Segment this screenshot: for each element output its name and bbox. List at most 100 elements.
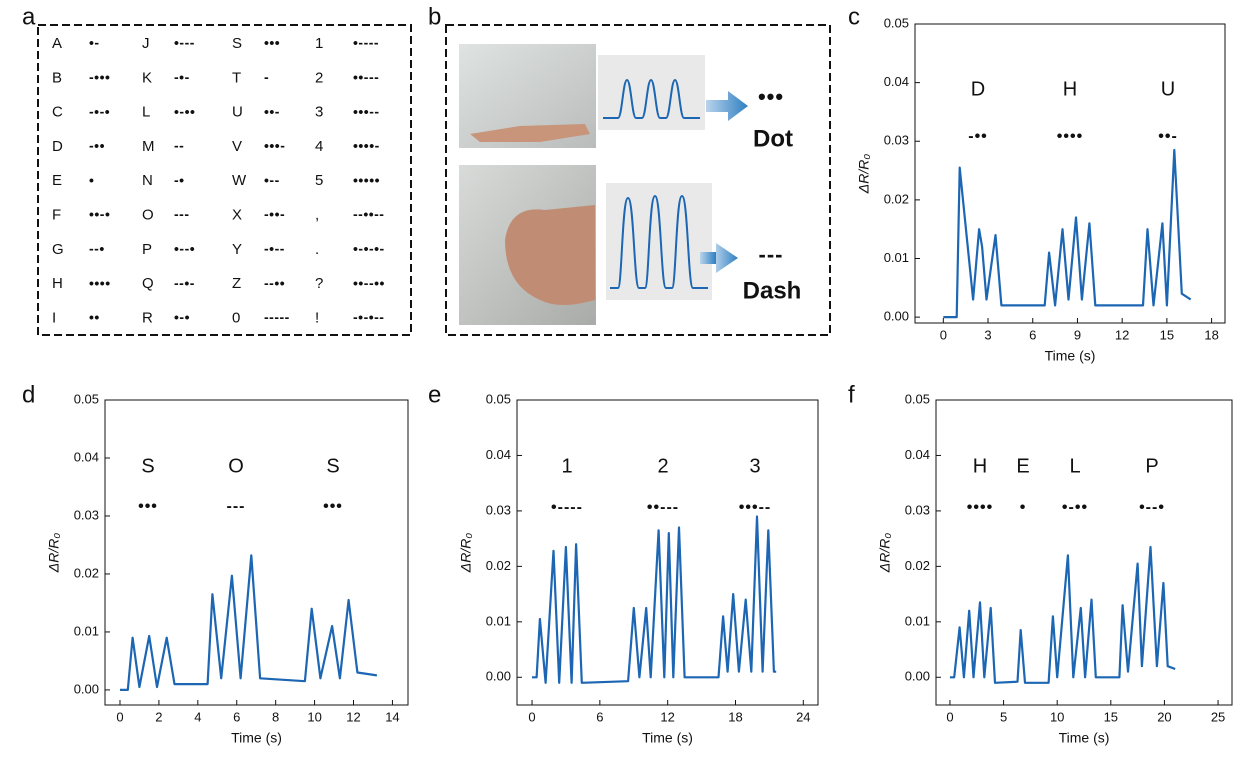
table-char: C: [52, 104, 63, 121]
annotation-code: •-••: [1062, 499, 1088, 516]
table-code: -: [264, 69, 269, 85]
annotation-code: ••••: [1057, 128, 1083, 145]
table-char: P: [142, 241, 152, 258]
x-tick-label: 12: [1115, 327, 1129, 342]
table-code: -•-•--: [353, 309, 384, 325]
table-code: •••--: [353, 103, 380, 119]
table-code: ••-•: [89, 206, 110, 222]
x-axis-label: Time (s): [231, 730, 282, 746]
x-tick-label: 10: [1050, 709, 1064, 724]
table-char: S: [232, 35, 242, 52]
panel-label: f: [848, 381, 855, 408]
table-code: ••••-: [353, 138, 380, 154]
dot-label: Dot: [753, 125, 793, 152]
x-tick-label: 9: [1074, 327, 1081, 342]
inset-wave: [603, 78, 700, 119]
table-char: U: [232, 104, 243, 121]
y-tick-label: 0.03: [74, 507, 99, 522]
x-tick-label: 20: [1157, 709, 1171, 724]
y-tick-label: 0.02: [74, 565, 99, 580]
annotation-code: •••--: [739, 499, 771, 516]
y-tick-label: 0.04: [905, 447, 930, 462]
table-code: --••: [264, 275, 285, 291]
table-char: B: [52, 69, 62, 86]
table-char: N: [142, 172, 153, 189]
table-code: •---: [174, 35, 195, 51]
annotation-code: •--•: [1139, 499, 1165, 516]
y-tick-label: 0.05: [74, 391, 99, 406]
panel-b-frame: [445, 24, 831, 336]
annotation-code: •----: [551, 499, 583, 516]
x-tick-label: 0: [946, 709, 953, 724]
table-char: I: [52, 309, 56, 326]
table-char: 0: [232, 309, 240, 326]
y-axis-label: ΔR/R₀: [458, 533, 474, 574]
annotation-letter: S: [326, 455, 339, 477]
x-axis-label: Time (s): [642, 730, 693, 746]
table-char: 4: [315, 138, 323, 155]
y-axis-label: ΔR/R₀: [46, 533, 62, 574]
annotation-letter: S: [141, 455, 154, 477]
x-tick-label: 2: [155, 709, 162, 724]
x-tick-label: 3: [984, 327, 991, 342]
table-code: -••: [89, 138, 105, 154]
table-char: A: [52, 35, 62, 52]
arrow: [700, 252, 716, 264]
data-line: [949, 545, 1176, 684]
y-tick-label: 0.02: [884, 191, 909, 206]
table-char: .: [315, 241, 319, 258]
table-code: -••-: [264, 206, 285, 222]
table-char: G: [52, 241, 64, 258]
table-code: -•-•: [89, 103, 110, 119]
annotation-letter: L: [1069, 455, 1080, 477]
x-tick-label: 12: [660, 709, 674, 724]
dot-code: •••: [758, 84, 784, 109]
annotation-letter: O: [228, 455, 244, 477]
table-char: ,: [315, 206, 319, 223]
annotation-letter: D: [971, 78, 985, 100]
annotation-code: ••---: [647, 499, 679, 516]
table-code: -•••: [89, 69, 110, 85]
finger: [470, 124, 590, 142]
table-char: D: [52, 138, 63, 155]
panel-label: c: [848, 3, 860, 30]
x-tick-label: 12: [346, 709, 360, 724]
annotation-code: ••••: [967, 499, 993, 516]
table-code: ••••: [89, 275, 111, 291]
table-char: H: [52, 275, 63, 292]
arrow: [714, 243, 738, 273]
y-tick-label: 0.01: [74, 623, 99, 638]
inset-wave: [610, 194, 708, 289]
y-tick-label: 0.01: [884, 250, 909, 265]
panel-label: d: [22, 381, 35, 408]
x-axis-label: Time (s): [1045, 348, 1096, 364]
x-tick-label: 5: [1000, 709, 1007, 724]
table-char: Z: [232, 275, 241, 292]
x-tick-label: 8: [272, 709, 279, 724]
y-tick-label: 0.00: [905, 669, 930, 684]
table-code: •----: [353, 35, 379, 51]
x-tick-label: 0: [940, 327, 947, 342]
y-axis-label: ΔR/R₀: [856, 154, 872, 195]
x-tick-label: 6: [1029, 327, 1036, 342]
annotation-letter: E: [1016, 455, 1029, 477]
annotation-code: -••: [968, 128, 988, 145]
x-tick-label: 10: [307, 709, 321, 724]
y-tick-label: 0.01: [486, 613, 511, 628]
panel-label: b: [428, 3, 441, 30]
y-tick-label: 0.04: [884, 74, 909, 89]
y-tick-label: 0.00: [884, 309, 909, 324]
x-axis-label: Time (s): [1059, 730, 1110, 746]
annotation-code: •: [1020, 499, 1027, 516]
panel-label: e: [428, 381, 441, 408]
y-tick-label: 0.05: [486, 391, 511, 406]
data-line: [943, 148, 1192, 319]
table-char: K: [142, 69, 152, 86]
y-tick-label: 0.05: [905, 391, 930, 406]
y-tick-label: 0.05: [884, 15, 909, 30]
hand: [505, 205, 595, 305]
plot-frame: [104, 399, 409, 706]
annotation-code: ---: [227, 498, 246, 515]
table-char: Q: [142, 275, 154, 292]
table-code: •-•-•-: [353, 241, 385, 257]
